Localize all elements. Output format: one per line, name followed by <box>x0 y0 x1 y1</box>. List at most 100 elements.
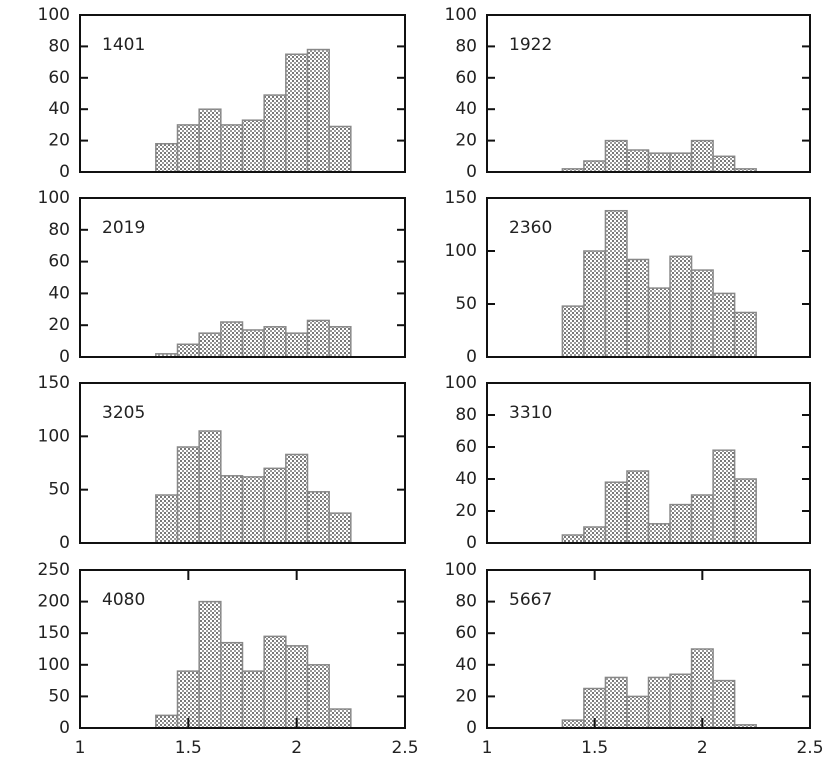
bar <box>241 119 265 173</box>
bar <box>712 155 736 173</box>
plot-frame <box>486 14 811 173</box>
y-tick-label: 100 <box>445 5 477 25</box>
bar <box>220 641 244 729</box>
y-tick-label: 250 <box>38 560 70 580</box>
y-tick-label: 20 <box>48 131 70 151</box>
bar <box>328 125 352 173</box>
y-tick-label: 100 <box>445 560 477 580</box>
y-tick-label: 80 <box>455 592 477 612</box>
y-tick-label: 80 <box>455 405 477 425</box>
y-tick-label: 20 <box>48 315 70 335</box>
x-tick-label: 1.5 <box>175 738 202 758</box>
bar <box>712 449 736 544</box>
bar <box>712 292 736 358</box>
bar <box>241 329 265 358</box>
bar <box>263 467 287 544</box>
y-tick-label: 60 <box>48 68 70 88</box>
bar <box>328 512 352 544</box>
y-tick-label: 80 <box>455 36 477 56</box>
bar <box>561 305 585 358</box>
bar <box>733 478 757 544</box>
bar <box>285 53 309 173</box>
bar <box>155 142 179 173</box>
panel-label: 2360 <box>509 218 552 238</box>
y-tick-label: 80 <box>48 220 70 240</box>
bar <box>198 332 222 358</box>
bar <box>604 139 628 173</box>
panel-label: 1922 <box>509 35 552 55</box>
y-tick-label: 100 <box>38 655 70 675</box>
bar <box>263 326 287 358</box>
x-tick-label: 1.5 <box>581 738 608 758</box>
plot-frame <box>79 14 406 173</box>
y-tick-label: 40 <box>455 655 477 675</box>
bar <box>604 481 628 544</box>
y-tick-label: 0 <box>466 347 477 367</box>
bar <box>306 664 330 729</box>
bar <box>176 124 200 173</box>
plot-frame <box>486 569 811 729</box>
bar <box>328 326 352 358</box>
plot-frame <box>486 382 811 544</box>
panel-label: 1401 <box>102 35 145 55</box>
y-tick-label: 40 <box>455 469 477 489</box>
y-tick-label: 0 <box>466 162 477 182</box>
bar <box>561 719 585 729</box>
bar <box>583 160 607 173</box>
y-tick-label: 80 <box>48 36 70 56</box>
bar <box>669 673 693 729</box>
bar <box>285 645 309 729</box>
y-tick-label: 0 <box>59 347 70 367</box>
bar <box>285 453 309 544</box>
x-tick-label: 2 <box>291 738 302 758</box>
y-tick-label: 150 <box>38 623 70 643</box>
x-tick-label: 2.5 <box>391 738 418 758</box>
y-tick-label: 20 <box>455 686 477 706</box>
bar <box>647 152 671 173</box>
y-tick-label: 50 <box>48 686 70 706</box>
bar <box>583 526 607 544</box>
bar <box>285 332 309 358</box>
bar <box>306 48 330 173</box>
bar <box>306 491 330 544</box>
bar <box>626 258 650 358</box>
bar <box>155 714 179 729</box>
bar <box>306 319 330 358</box>
bar <box>241 476 265 544</box>
bar <box>626 149 650 173</box>
bar <box>198 430 222 544</box>
y-tick-label: 60 <box>455 437 477 457</box>
bar <box>647 676 671 729</box>
bar <box>561 534 585 544</box>
bar <box>690 648 714 729</box>
bar <box>220 124 244 173</box>
bar <box>690 139 714 173</box>
bar <box>328 708 352 729</box>
bar <box>263 635 287 729</box>
bar <box>583 250 607 358</box>
y-tick-label: 50 <box>48 480 70 500</box>
y-tick-label: 100 <box>38 188 70 208</box>
x-tick-label: 1 <box>75 738 86 758</box>
y-tick-label: 40 <box>48 283 70 303</box>
panel-label: 3310 <box>509 403 552 423</box>
bar <box>198 600 222 729</box>
bar <box>669 152 693 173</box>
y-tick-label: 150 <box>445 188 477 208</box>
bar <box>176 343 200 358</box>
bar <box>690 494 714 544</box>
plot-frame <box>79 382 406 544</box>
y-tick-label: 60 <box>455 68 477 88</box>
bar <box>647 287 671 358</box>
y-tick-label: 40 <box>48 99 70 119</box>
y-tick-label: 40 <box>455 99 477 119</box>
bar <box>263 94 287 173</box>
bar <box>241 670 265 729</box>
x-tick-label: 1 <box>482 738 493 758</box>
bar <box>712 679 736 729</box>
bar <box>198 108 222 173</box>
x-tick-label: 2.5 <box>796 738 823 758</box>
plot-frame <box>79 569 406 729</box>
y-tick-label: 50 <box>455 294 477 314</box>
